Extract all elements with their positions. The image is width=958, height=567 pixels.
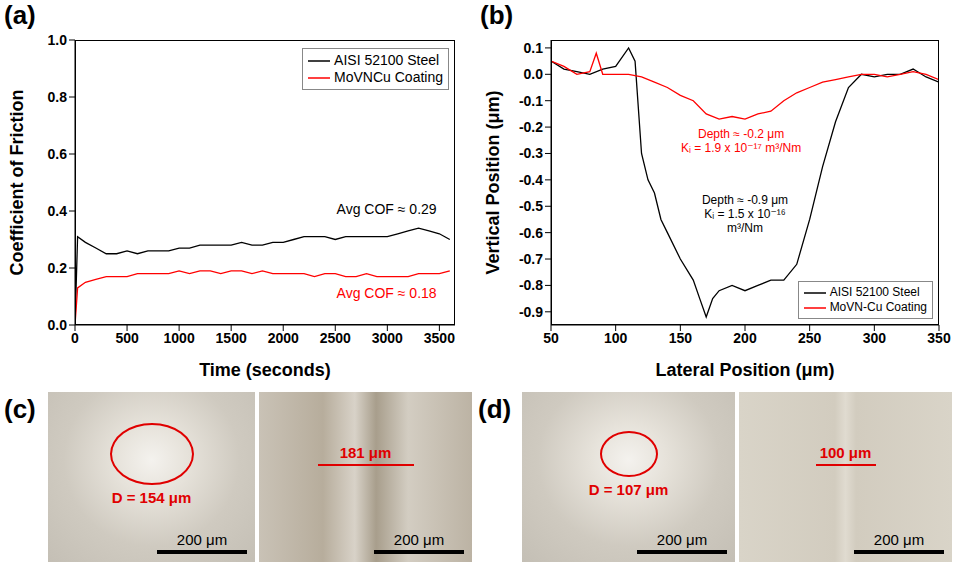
svg-text:0.0: 0.0 <box>524 66 544 82</box>
html-text:200 μm: 200 μm <box>656 531 708 548</box>
svg-text:-0.7: -0.7 <box>519 251 543 267</box>
html-text:Kᵢ = 1.5 x 10⁻¹⁶: Kᵢ = 1.5 x 10⁻¹⁶ <box>704 207 786 221</box>
svg-text:1.0: 1.0 <box>48 32 68 48</box>
svg-text:Coefficient of Friction: Coefficient of Friction <box>7 90 27 276</box>
svg-text:3000: 3000 <box>372 330 403 346</box>
svg-text:0.2: 0.2 <box>48 260 68 276</box>
html-text:100 μm: 100 μm <box>819 444 872 461</box>
svg-text:Vertical Position (μm): Vertical Position (μm) <box>483 90 503 274</box>
html-text:D = 107 μm: D = 107 μm <box>588 481 669 498</box>
html-text:Kᵢ = 1.9 x 10⁻¹⁷ m³/Nm: Kᵢ = 1.9 x 10⁻¹⁷ m³/Nm <box>681 141 802 156</box>
svg-text:350: 350 <box>927 330 951 346</box>
svg-text:150: 150 <box>669 330 693 346</box>
svg-text:0.1: 0.1 <box>524 40 544 56</box>
html-text:(b): (b) <box>480 0 514 30</box>
svg-text:Lateral Position (μm): Lateral Position (μm) <box>655 360 834 380</box>
svg-text:-0.5: -0.5 <box>519 198 543 214</box>
svg-text:0.8: 0.8 <box>48 89 68 105</box>
html-text:MoVN-Cu Coating: MoVN-Cu Coating <box>829 300 927 314</box>
svg-text:-0.9: -0.9 <box>519 304 543 320</box>
svg-text:300: 300 <box>863 330 887 346</box>
svg-text:Time (seconds): Time (seconds) <box>199 360 331 380</box>
html-text:AISI 52100 Steel: AISI 52100 Steel <box>334 52 440 68</box>
svg-text:-0.4: -0.4 <box>519 172 543 188</box>
html-text:(c): (c) <box>4 394 36 424</box>
html-text:Depth ≈ -0.2 μm: Depth ≈ -0.2 μm <box>698 127 785 142</box>
svg-text:-0.8: -0.8 <box>519 277 543 293</box>
svg-text:3500: 3500 <box>424 330 455 346</box>
html-text:MoVNCu Coating: MoVNCu Coating <box>334 69 443 85</box>
svg-text:0.4: 0.4 <box>48 203 68 219</box>
html-text:AISI 52100 Steel: AISI 52100 Steel <box>829 285 920 299</box>
html-text:D = 154 μm: D = 154 μm <box>111 489 192 506</box>
svg-text:50: 50 <box>543 330 559 346</box>
svg-text:-0.1: -0.1 <box>519 93 543 109</box>
svg-text:500: 500 <box>115 330 139 346</box>
svg-text:1000: 1000 <box>164 330 195 346</box>
html-text:(d): (d) <box>478 394 512 424</box>
svg-text:-0.3: -0.3 <box>519 145 543 161</box>
html-text:Depth ≈ -0.9 μm: Depth ≈ -0.9 μm <box>701 193 789 207</box>
svg-text:200: 200 <box>733 330 757 346</box>
html-text:m³/Nm: m³/Nm <box>727 221 763 235</box>
svg-text:0: 0 <box>71 330 79 346</box>
html-text:200 μm: 200 μm <box>176 531 228 548</box>
html-text:Avg COF ≈ 0.29: Avg COF ≈ 0.29 <box>336 201 437 217</box>
html-text:Avg COF ≈ 0.18: Avg COF ≈ 0.18 <box>336 285 437 302</box>
svg-text:0.6: 0.6 <box>48 146 68 162</box>
svg-text:250: 250 <box>798 330 822 346</box>
svg-text:0.0: 0.0 <box>48 317 68 333</box>
html-text:181 μm: 181 μm <box>339 444 392 461</box>
svg-text:-0.2: -0.2 <box>519 119 543 135</box>
svg-text:100: 100 <box>604 330 628 346</box>
svg-text:2000: 2000 <box>268 330 299 346</box>
html-text:200 μm: 200 μm <box>393 531 445 548</box>
html-text:200 μm: 200 μm <box>873 531 925 548</box>
svg-text:2500: 2500 <box>320 330 351 346</box>
svg-text:1500: 1500 <box>216 330 247 346</box>
svg-text:-0.6: -0.6 <box>519 225 543 241</box>
html-text:(a): (a) <box>4 0 36 30</box>
